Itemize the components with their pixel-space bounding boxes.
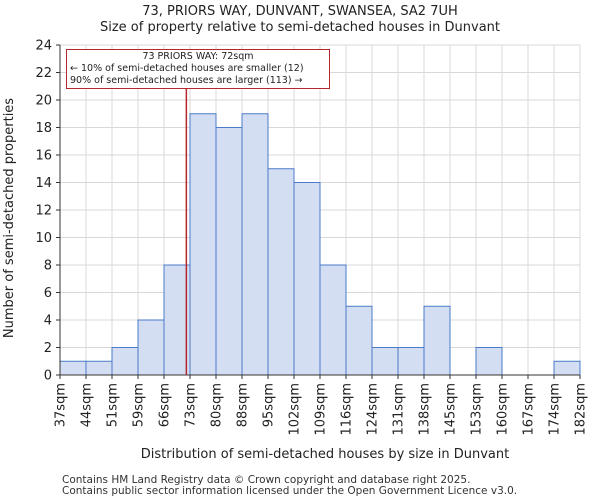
x-tick-label: 174sqm bbox=[548, 383, 563, 436]
y-axis-label: Number of semi-detached properties bbox=[2, 98, 17, 338]
histogram-bar bbox=[267, 168, 295, 376]
y-tick-label: 6 bbox=[44, 286, 52, 301]
histogram-bar bbox=[293, 182, 321, 376]
histogram-bar bbox=[423, 305, 451, 376]
histogram-bar bbox=[475, 347, 503, 376]
y-tick-label: 0 bbox=[44, 369, 52, 384]
x-tick-label: 102sqm bbox=[288, 383, 303, 436]
x-tick-label: 145sqm bbox=[444, 383, 459, 436]
histogram-bar bbox=[137, 319, 165, 376]
y-tick-label: 12 bbox=[35, 204, 52, 219]
y-tick-label: 8 bbox=[44, 259, 52, 274]
x-tick-label: 88sqm bbox=[236, 383, 251, 427]
x-tick-label: 109sqm bbox=[314, 383, 329, 436]
histogram-bar bbox=[85, 360, 113, 376]
histogram-bar bbox=[241, 113, 269, 376]
annotation-line-smaller: ← 10% of semi-detached houses are smalle… bbox=[70, 63, 304, 74]
x-tick-label: 80sqm bbox=[210, 383, 225, 427]
y-tick-label: 16 bbox=[35, 149, 52, 164]
histogram-bar bbox=[553, 360, 581, 376]
histogram-bar bbox=[319, 264, 347, 376]
x-tick-label: 167sqm bbox=[522, 383, 537, 436]
y-tick-label: 10 bbox=[35, 231, 52, 246]
histogram-bar bbox=[111, 347, 139, 376]
histogram-bar bbox=[397, 347, 425, 376]
x-tick-label: 73sqm bbox=[184, 383, 199, 427]
footer-copyright: Contains HM Land Registry data © Crown c… bbox=[62, 474, 471, 486]
chart-title-line2: Size of property relative to semi-detach… bbox=[99, 20, 500, 35]
x-tick-label: 153sqm bbox=[470, 383, 485, 436]
annotation-line-larger: 90% of semi-detached houses are larger (… bbox=[70, 75, 303, 86]
y-tick-label: 22 bbox=[35, 66, 52, 81]
y-tick-label: 24 bbox=[35, 39, 52, 54]
y-tick-label: 18 bbox=[35, 121, 52, 136]
x-tick-label: 51sqm bbox=[106, 383, 121, 427]
x-tick-label: 131sqm bbox=[392, 383, 407, 436]
x-tick-label: 59sqm bbox=[132, 383, 147, 427]
x-tick-label: 116sqm bbox=[340, 383, 355, 436]
histogram-bar bbox=[189, 113, 217, 376]
histogram-bar bbox=[215, 127, 243, 376]
x-tick-label: 66sqm bbox=[158, 383, 173, 427]
x-tick-label: 44sqm bbox=[80, 383, 95, 427]
x-tick-label: 182sqm bbox=[574, 383, 589, 436]
y-tick-label: 20 bbox=[35, 94, 52, 109]
x-tick-label: 124sqm bbox=[366, 383, 381, 436]
x-tick-label: 37sqm bbox=[54, 383, 69, 427]
x-tick-label: 160sqm bbox=[496, 383, 511, 436]
x-tick-label: 138sqm bbox=[418, 383, 433, 436]
x-tick-label: 95sqm bbox=[262, 383, 277, 427]
y-tick-label: 4 bbox=[44, 314, 52, 329]
chart-title-line1: 73, PRIORS WAY, DUNVANT, SWANSEA, SA2 7U… bbox=[142, 4, 458, 19]
histogram-bar bbox=[59, 360, 87, 376]
property-annotation-box: 73 PRIORS WAY: 72sqm ← 10% of semi-detac… bbox=[66, 49, 330, 89]
annotation-line-property: 73 PRIORS WAY: 72sqm bbox=[142, 51, 254, 62]
histogram-bar bbox=[371, 347, 399, 376]
footer-licence: Contains public sector information licen… bbox=[62, 485, 518, 497]
histogram-bar bbox=[345, 305, 373, 376]
x-axis-label: Distribution of semi-detached houses by … bbox=[141, 447, 509, 462]
y-tick-label: 2 bbox=[44, 341, 52, 356]
y-tick-label: 14 bbox=[35, 176, 52, 191]
